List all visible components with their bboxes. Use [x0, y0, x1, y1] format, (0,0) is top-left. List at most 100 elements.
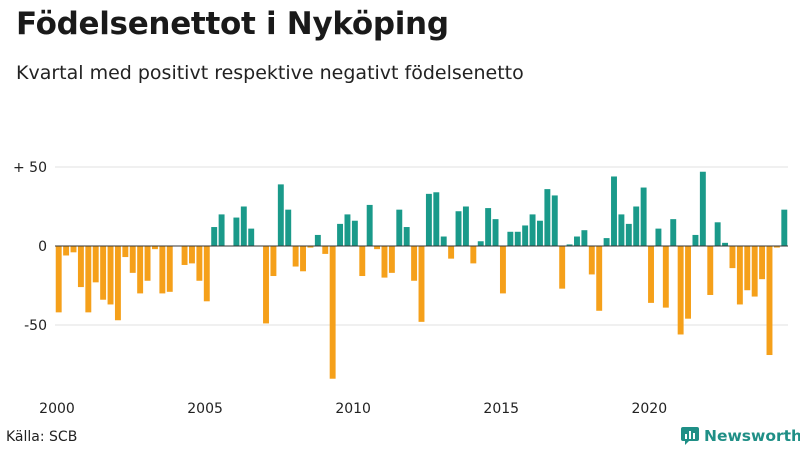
bar-2002-q3: [129, 246, 136, 273]
bar-2015-q2: [507, 231, 514, 246]
bar-2019-q4: [640, 187, 647, 246]
bar-2014-q4: [492, 219, 499, 246]
bar-2023-q4: [759, 246, 766, 280]
bar-chart-logo-icon: [681, 427, 699, 445]
bar-2007-q2: [270, 246, 277, 277]
bar-2010-q1: [351, 220, 358, 246]
bar-2017-q4: [581, 230, 588, 246]
bar-2003-q2: [151, 246, 158, 250]
bar-2006-q1: [233, 217, 240, 246]
bar-2003-q3: [159, 246, 166, 294]
bar-2015-q4: [522, 225, 529, 246]
bar-2018-q4: [611, 176, 617, 246]
bar-2018-q1: [588, 246, 595, 275]
bar-2015-q1: [499, 246, 506, 294]
bar-2014-q1: [470, 246, 477, 264]
bar-2011-q2: [388, 246, 395, 273]
bar-2021-q2: [685, 246, 691, 319]
x-tick-label: 2010: [335, 401, 371, 417]
bar-2002-q4: [137, 246, 144, 294]
bar-2019-q3: [633, 206, 640, 246]
bar-2000-q1: [55, 246, 62, 313]
bar-2024-q1: [766, 246, 773, 356]
bar-2020-q3: [662, 246, 669, 308]
bar-2008-q3: [307, 246, 314, 248]
bar-2016-q2: [537, 220, 543, 246]
bar-2017-q3: [574, 236, 580, 246]
bar-2006-q3: [248, 228, 255, 246]
bar-2005-q3: [218, 214, 225, 246]
bar-2024-q3: [781, 209, 788, 246]
bar-2007-q4: [285, 209, 292, 246]
bar-2022-q1: [707, 246, 714, 295]
bar-2013-q4: [462, 206, 469, 246]
bar-2009-q2: [329, 246, 336, 379]
bar-2011-q4: [403, 227, 410, 246]
bar-2016-q4: [551, 195, 558, 246]
y-tick-label: -50: [24, 318, 47, 334]
source-note: Källa: SCB: [6, 429, 78, 445]
bar-2014-q2: [477, 241, 484, 246]
bar-2016-q3: [544, 189, 551, 246]
x-tick-label: 2015: [483, 401, 519, 417]
bar-2023-q1: [736, 246, 743, 305]
bar-2003-q1: [144, 246, 151, 281]
bar-2005-q1: [203, 246, 210, 302]
x-tick-label: 2005: [187, 401, 223, 417]
bar-2012-q1: [411, 246, 418, 281]
bar-2022-q2: [714, 222, 721, 246]
bar-2009-q1: [322, 246, 329, 254]
bar-2002-q2: [122, 246, 129, 258]
bar-2003-q4: [166, 246, 173, 292]
bar-2008-q1: [292, 246, 299, 267]
chart-subtitle: Kvartal med positivt respektive negativt…: [16, 62, 524, 84]
bar-2013-q1: [440, 236, 447, 246]
bar-2024-q2: [773, 246, 780, 248]
bar-2018-q3: [603, 238, 610, 246]
bar-2004-q2: [181, 246, 188, 265]
bar-2013-q3: [455, 211, 462, 246]
bar-2009-q4: [344, 214, 351, 246]
bar-2001-q2: [92, 246, 99, 283]
bar-2004-q3: [189, 246, 195, 264]
bar-2017-q2: [566, 244, 573, 246]
bar-2014-q3: [485, 208, 492, 246]
bar-2019-q1: [618, 214, 625, 246]
bar-2018-q2: [596, 246, 603, 311]
bar-2009-q3: [337, 223, 344, 246]
bar-2012-q3: [425, 193, 432, 246]
x-tick-label: 2020: [631, 401, 667, 417]
brand-name: Newsworthy: [704, 427, 800, 445]
bar-2022-q4: [729, 246, 736, 269]
bar-2008-q2: [300, 246, 306, 272]
bar-2023-q3: [751, 246, 758, 297]
bar-2010-q4: [374, 246, 381, 250]
bar-2007-q3: [277, 184, 284, 246]
bar-2021-q3: [692, 234, 699, 246]
bar-2001-q4: [107, 246, 114, 305]
bar-2010-q2: [359, 246, 366, 277]
bar-2000-q4: [77, 246, 84, 288]
bar-2008-q4: [314, 234, 321, 246]
bar-2011-q1: [381, 246, 388, 278]
bar-2006-q2: [240, 206, 247, 246]
bar-2002-q1: [114, 246, 121, 321]
bar-2004-q4: [196, 246, 203, 281]
bar-2020-q4: [670, 219, 677, 246]
bar-2016-q1: [529, 214, 536, 246]
bar-2019-q2: [625, 223, 632, 246]
bar-2023-q2: [744, 246, 751, 291]
bar-2021-q4: [699, 171, 706, 246]
bar-2005-q2: [211, 227, 218, 246]
bar-2020-q2: [655, 228, 662, 246]
bar-2000-q3: [70, 246, 77, 253]
bar-2001-q3: [100, 246, 107, 300]
bar-2012-q2: [418, 246, 425, 322]
newsworthy-logo[interactable]: Newsworthy: [681, 427, 800, 445]
y-tick-label: 0: [38, 239, 47, 255]
bar-2000-q2: [63, 246, 70, 256]
y-tick-label: + 50: [13, 160, 47, 176]
bar-2020-q1: [648, 246, 654, 303]
x-tick-label: 2000: [39, 401, 75, 417]
